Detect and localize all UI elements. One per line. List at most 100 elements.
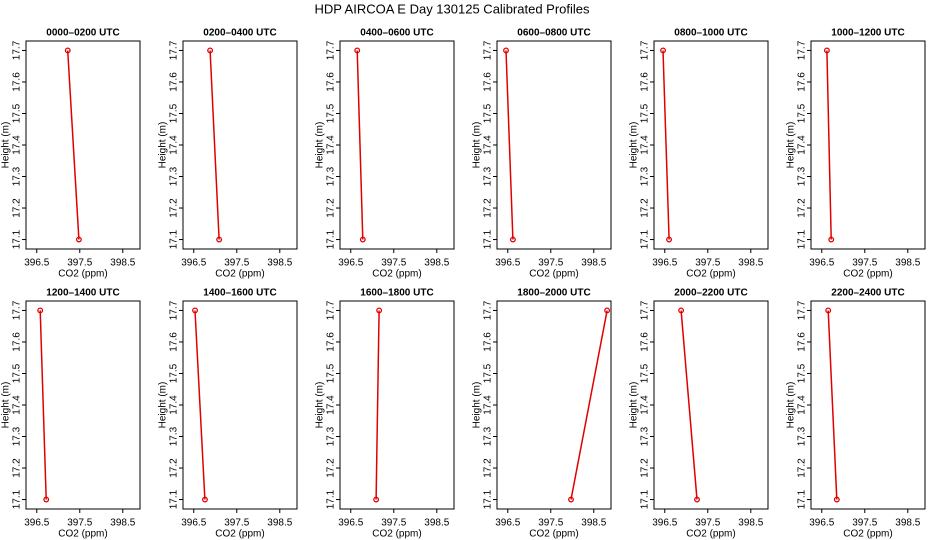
y-tick-label: 17.3: [797, 426, 808, 446]
panel-title: 1600–1800 UTC: [360, 288, 433, 299]
x-tick-label: 398.5: [267, 258, 292, 269]
panel-title: 0000–0200 UTC: [46, 28, 119, 39]
y-tick-label: 17.5: [640, 363, 651, 383]
profile-point: [376, 307, 383, 314]
x-tick-label: 396.5: [495, 518, 520, 529]
x-axis-label: CO2 (ppm): [686, 529, 735, 540]
x-tick-label: 398.5: [110, 518, 135, 529]
x-tick-label: 396.5: [24, 518, 49, 529]
y-tick-label: 17.1: [326, 229, 337, 249]
profile-point: [678, 307, 685, 314]
plot-frame: [810, 300, 926, 510]
y-tick-label: 17.3: [12, 166, 23, 186]
x-tick-label: 398.5: [581, 518, 606, 529]
y-tick-label: 17.7: [640, 40, 651, 60]
profile-point: [694, 496, 700, 503]
x-tick-label: 397.5: [67, 258, 92, 269]
y-axis-label: Height (m): [472, 382, 483, 429]
y-tick-label: 17.2: [797, 198, 808, 218]
panel-title: 0200–0400 UTC: [203, 28, 276, 39]
x-tick-label: 398.5: [738, 518, 763, 529]
y-tick-label: 17.4: [797, 135, 808, 155]
panel-title: 1800–2000 UTC: [517, 288, 590, 299]
plot-frame: [653, 40, 769, 250]
y-tick-label: 17.1: [483, 489, 494, 509]
y-tick-label: 17.4: [169, 395, 180, 415]
y-tick-label: 17.1: [640, 489, 651, 509]
profile-line: [39, 310, 47, 500]
y-tick-label: 17.1: [169, 489, 180, 509]
page-title: HDP AIRCOA E Day 130125 Calibrated Profi…: [314, 1, 590, 16]
y-tick-label: 17.6: [169, 72, 180, 92]
profile-point: [216, 236, 223, 243]
y-tick-label: 17.4: [483, 135, 494, 155]
profile-point: [75, 236, 82, 243]
x-tick-label: 398.5: [581, 258, 606, 269]
panel-title: 2000–2200 UTC: [674, 288, 747, 299]
x-tick-label: 396.5: [338, 258, 363, 269]
y-tick-label: 17.3: [326, 166, 337, 186]
y-tick-label: 17.6: [797, 332, 808, 352]
profile-line: [375, 310, 380, 500]
y-tick-label: 17.1: [797, 229, 808, 249]
y-tick-label: 17.7: [797, 300, 808, 320]
profile-point: [64, 47, 71, 54]
x-axis-label: CO2 (ppm): [58, 269, 107, 280]
profile-point: [568, 496, 574, 503]
y-tick-label: 17.5: [326, 363, 337, 383]
x-tick-label: 397.5: [852, 518, 877, 529]
y-axis-label: Height (m): [472, 122, 483, 169]
profile-point: [201, 496, 208, 503]
y-tick-label: 17.3: [797, 166, 808, 186]
y-tick-label: 17.4: [797, 395, 808, 415]
y-axis-label: Height (m): [158, 382, 169, 429]
x-axis-label: CO2 (ppm): [843, 269, 892, 280]
profile-point: [660, 47, 666, 54]
y-tick-label: 17.4: [326, 135, 337, 155]
x-tick-label: 396.5: [181, 258, 206, 269]
profile-line: [505, 50, 514, 240]
panel-title: 0400–0600 UTC: [360, 28, 433, 39]
y-tick-label: 17.1: [483, 229, 494, 249]
y-tick-label: 17.4: [326, 395, 337, 415]
profile-point: [604, 307, 611, 314]
x-axis-label: CO2 (ppm): [215, 269, 264, 280]
x-tick-label: 396.5: [24, 258, 49, 269]
y-tick-label: 17.5: [483, 103, 494, 123]
y-tick-label: 17.4: [483, 395, 494, 415]
x-tick-label: 398.5: [895, 258, 920, 269]
y-tick-label: 17.7: [483, 300, 494, 320]
y-tick-label: 17.4: [12, 395, 23, 415]
y-tick-label: 17.6: [483, 72, 494, 92]
y-tick-label: 17.1: [640, 229, 651, 249]
y-tick-label: 17.6: [640, 72, 651, 92]
y-tick-label: 17.3: [640, 166, 651, 186]
y-tick-label: 17.5: [483, 363, 494, 383]
y-tick-label: 17.7: [12, 300, 23, 320]
x-axis-label: CO2 (ppm): [686, 269, 735, 280]
y-tick-label: 17.1: [797, 489, 808, 509]
y-tick-label: 17.7: [169, 40, 180, 60]
x-tick-label: 396.5: [495, 258, 520, 269]
y-tick-label: 17.5: [169, 363, 180, 383]
y-tick-label: 17.6: [12, 72, 23, 92]
y-tick-label: 17.2: [483, 458, 494, 478]
y-axis-label: Height (m): [786, 382, 797, 429]
x-axis-label: CO2 (ppm): [58, 529, 107, 540]
profile-line: [209, 50, 220, 240]
y-tick-label: 17.2: [12, 198, 23, 218]
x-tick-label: 398.5: [267, 518, 292, 529]
profile-point: [666, 236, 673, 243]
x-tick-label: 396.5: [652, 518, 677, 529]
y-tick-label: 17.3: [483, 166, 494, 186]
y-tick-label: 17.1: [169, 229, 180, 249]
y-tick-label: 17.2: [797, 458, 808, 478]
y-axis-label: Height (m): [629, 122, 640, 169]
plot-frame: [653, 300, 769, 510]
profile-point: [354, 47, 361, 54]
profile-point: [509, 236, 516, 243]
y-tick-label: 17.5: [640, 103, 651, 123]
y-tick-label: 17.5: [12, 363, 23, 383]
y-tick-label: 17.2: [169, 198, 180, 218]
